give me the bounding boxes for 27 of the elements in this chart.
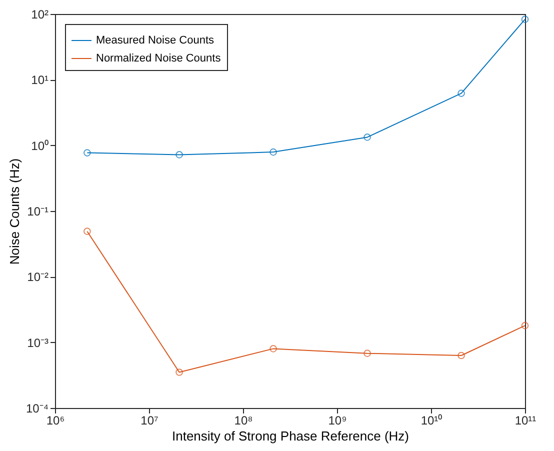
x-axis-title: Intensity of Strong Phase Reference (Hz) — [172, 428, 410, 444]
y-tick-label: 10² — [31, 8, 49, 22]
point — [364, 350, 371, 357]
point — [176, 368, 183, 376]
legend-label: Normalized Noise Counts — [96, 52, 222, 64]
x-tick-label: 10⁹ — [328, 414, 347, 428]
point — [364, 134, 371, 141]
x-tick-label: 10⁸ — [234, 414, 253, 428]
y-tick-label: 10⁻⁴ — [26, 402, 48, 416]
y-tick-label: 10⁰ — [31, 138, 48, 153]
x-tick-label: 10¹⁰ — [420, 414, 442, 428]
y-tick-label: 10¹ — [31, 73, 49, 88]
point — [458, 90, 465, 97]
x-tick-label: 10⁶ — [46, 414, 65, 428]
y-axis-title: Noise Counts (Hz) — [6, 158, 22, 265]
point — [84, 149, 91, 156]
x-tick-label: 10⁷ — [140, 414, 158, 428]
point — [458, 352, 465, 360]
point — [270, 148, 277, 156]
point — [84, 228, 91, 235]
point — [176, 151, 183, 158]
y-tick-label: 10⁻¹ — [27, 204, 49, 218]
x-tick-label: 10¹¹ — [514, 414, 536, 428]
legend-label: Measured Noise Counts — [96, 34, 215, 46]
y-tick-label: 10⁻² — [27, 270, 49, 284]
point — [270, 345, 277, 352]
y-tick-label: 10⁻³ — [27, 336, 49, 350]
